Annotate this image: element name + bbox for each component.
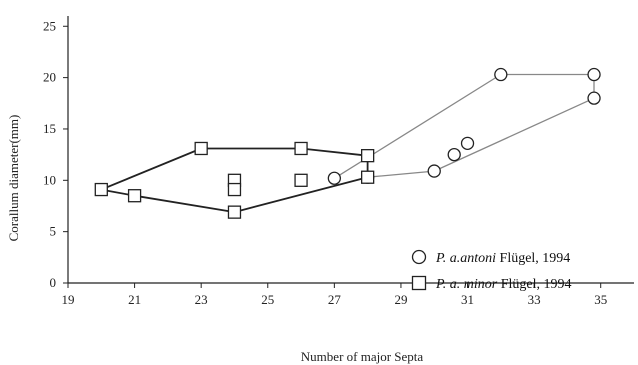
- legend-entry: P. a. minor Flügel, 1994: [435, 277, 571, 292]
- legend-taxon-name: P. a.antoni: [435, 251, 496, 266]
- series-outline-square: [100, 147, 369, 214]
- x-tick-label: 33: [528, 292, 541, 307]
- axes: 0 5 10 15 20 25 19 21 23 25 27 29 31 33 35: [43, 16, 634, 307]
- y-tick-label: 10: [43, 172, 56, 187]
- y-axis-label: Corallum diameter(mm): [6, 115, 21, 242]
- x-tick-label: 31: [461, 292, 474, 307]
- y-tick-label: 5: [50, 224, 57, 239]
- y-tick-label: 20: [43, 70, 56, 85]
- y-tick-label: 15: [43, 121, 56, 136]
- legend-author: Flügel, 1994: [497, 277, 571, 292]
- x-tick-label: 29: [394, 292, 407, 307]
- legend-taxon-name: P. a. minor: [435, 277, 498, 292]
- legend-circle-marker: [411, 249, 427, 265]
- x-tick-label: 23: [195, 292, 208, 307]
- square-point: [94, 182, 108, 197]
- y-tick-label: 0: [50, 275, 57, 290]
- legend-square-marker: [411, 275, 427, 291]
- x-tick-label: 27: [328, 292, 342, 307]
- x-tick-label: 19: [62, 292, 75, 307]
- y-tick-label: 25: [43, 18, 56, 33]
- square-point: [227, 182, 242, 197]
- circle-point: [494, 67, 508, 82]
- circle-point: [447, 147, 461, 162]
- x-axis-label: Number of major Septa: [301, 349, 424, 364]
- x-tick-label: 35: [594, 292, 607, 307]
- circle-point: [587, 91, 601, 105]
- square-point: [294, 141, 308, 156]
- square-point: [360, 170, 375, 184]
- legend-entry: P. a.antoni Flügel, 1994: [435, 251, 570, 266]
- square-point: [360, 149, 375, 163]
- square-point: [294, 173, 308, 187]
- circle-point: [587, 67, 601, 82]
- square-point: [194, 141, 208, 156]
- circle-point: [427, 164, 441, 178]
- legend-author: Flügel, 1994: [496, 251, 570, 266]
- circle-point: [460, 136, 475, 150]
- data-markers: [94, 67, 601, 219]
- circle-point: [327, 171, 342, 185]
- series-outline-circle: [334, 73, 595, 179]
- square-point: [227, 205, 242, 219]
- x-tick-label: 21: [128, 292, 141, 307]
- group-outlines: [100, 73, 595, 214]
- square-point: [127, 189, 142, 203]
- x-tick-label: 25: [261, 292, 274, 307]
